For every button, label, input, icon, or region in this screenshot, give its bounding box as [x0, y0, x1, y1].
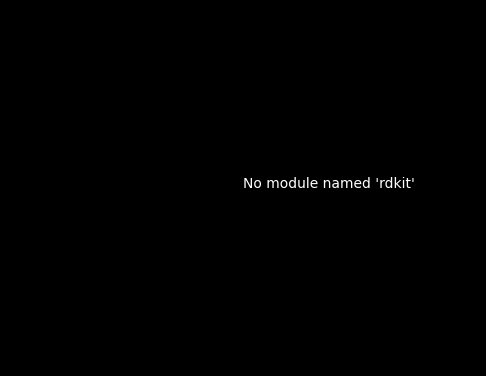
Text: No module named 'rdkit': No module named 'rdkit'	[243, 177, 415, 191]
